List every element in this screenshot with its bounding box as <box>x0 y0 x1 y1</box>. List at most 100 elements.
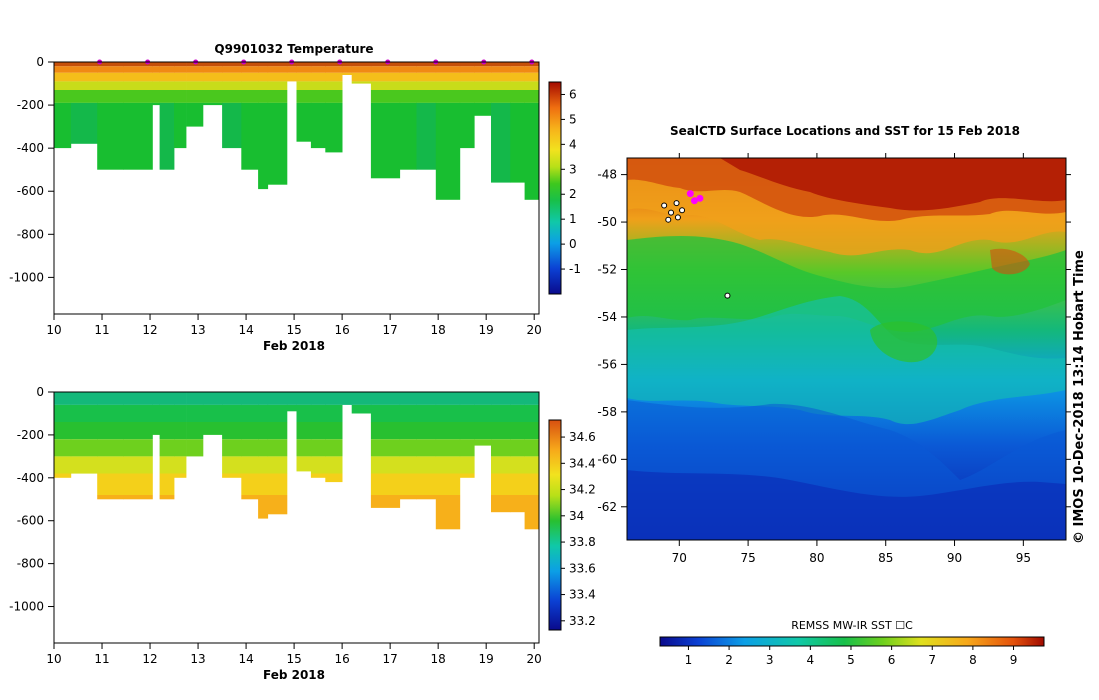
profile-cell <box>399 439 417 457</box>
profile-cell <box>459 404 475 423</box>
y-tick-label: -800 <box>17 227 44 241</box>
profile-cell <box>325 456 343 474</box>
profile-cell <box>97 439 124 457</box>
profile-cell <box>159 81 175 90</box>
profile-cell <box>416 72 437 82</box>
profile-cell <box>474 72 492 82</box>
profile-cell <box>174 66 187 73</box>
profile-cell <box>399 495 417 500</box>
profile-cell <box>258 422 269 440</box>
profile-cell <box>416 473 437 495</box>
profile-cell <box>491 102 511 183</box>
profile-cell <box>435 66 461 73</box>
profile-cell <box>474 66 492 73</box>
y-tick-label: -1000 <box>9 270 44 284</box>
profile-cell <box>159 62 175 67</box>
profile-cell <box>267 81 288 90</box>
profile-cell <box>524 90 540 103</box>
profile-cell <box>416 102 437 170</box>
profile-cell <box>325 404 343 423</box>
profile-cell <box>459 66 475 73</box>
x-tick-label: 11 <box>94 323 109 337</box>
profile-cell <box>202 404 223 423</box>
profile-cell <box>202 90 223 103</box>
profile-cell <box>474 422 492 440</box>
profile-cell <box>241 72 259 82</box>
profile-cell <box>474 392 492 405</box>
seal-location-point <box>668 209 675 216</box>
profile-cell <box>399 456 417 474</box>
profile-cell <box>54 422 72 440</box>
map-x-tick-label: 80 <box>809 551 824 565</box>
profile-cell <box>202 422 223 435</box>
map-y-tick-label: -52 <box>597 263 617 277</box>
profile-cell <box>267 456 288 474</box>
profile-cell <box>258 72 269 82</box>
profile-cell <box>222 102 242 149</box>
profile-cell <box>258 81 269 90</box>
profile-cell <box>97 404 124 423</box>
colorbar-tick-label: 33.4 <box>569 588 596 602</box>
profile-cell <box>435 62 461 67</box>
profile-cell <box>222 392 242 405</box>
profile-cell <box>222 90 242 103</box>
profile-cell <box>459 473 475 478</box>
profile-cell <box>152 81 160 90</box>
profile-cell <box>296 66 312 73</box>
profile-cell <box>342 66 353 73</box>
profile-cell <box>159 456 175 474</box>
profile-cell <box>152 422 160 435</box>
profile-cell <box>54 72 72 82</box>
profile-cell <box>54 473 72 478</box>
profile-cell <box>399 62 417 67</box>
profile-cell <box>399 404 417 423</box>
sst-colorbar-tick-label: 3 <box>766 653 774 667</box>
map-y-tick-label: -56 <box>597 357 617 371</box>
profile-cell <box>222 81 242 90</box>
profile-cell <box>54 456 72 474</box>
profile-cell <box>186 90 204 103</box>
profile-cell <box>202 62 223 67</box>
profile-cell <box>510 81 525 90</box>
profile-cell <box>159 422 175 440</box>
profile-cell <box>70 102 98 144</box>
profile-cell <box>370 81 401 90</box>
profile-cell <box>416 90 437 103</box>
sst-colorbar-tick-label: 5 <box>847 653 855 667</box>
profile-cell <box>351 72 372 82</box>
seal-location-point <box>674 214 681 221</box>
profile-cell <box>370 102 401 179</box>
profile-cell <box>70 62 98 67</box>
map-y-tick-label: -62 <box>597 500 617 514</box>
y-tick-label: -400 <box>17 471 44 485</box>
profile-cell <box>258 66 269 73</box>
profile-cell <box>267 495 288 515</box>
sst-colorbar-tick-label: 7 <box>928 653 936 667</box>
profile-cell <box>351 62 372 67</box>
profile-cell <box>174 90 187 103</box>
profile-cell <box>310 404 326 423</box>
profile-cell <box>97 422 124 440</box>
colorbar-tick-label: 3 <box>569 162 577 176</box>
profile-cell <box>310 72 326 82</box>
profile-cell <box>174 456 187 474</box>
x-tick-label: 17 <box>382 652 397 666</box>
profile-cell <box>416 495 437 500</box>
profile-cell <box>97 66 124 73</box>
profile-cell <box>325 102 343 153</box>
profile-cell <box>123 81 153 90</box>
profile-cell <box>325 66 343 73</box>
temperature-x-axis-label: Feb 2018 <box>263 339 325 353</box>
profile-cell <box>174 62 187 67</box>
profile-cell <box>202 66 223 73</box>
sst-colorbar-tick-label: 4 <box>807 653 815 667</box>
x-tick-label: 10 <box>46 652 61 666</box>
profile-cell <box>459 90 475 103</box>
profile-cell <box>416 66 437 73</box>
profile-cell <box>310 90 326 103</box>
y-tick-label: -400 <box>17 141 44 155</box>
sst-map-frame <box>626 157 1067 541</box>
profile-cell <box>186 81 204 90</box>
x-tick-label: 18 <box>431 323 446 337</box>
profile-cell <box>202 392 223 405</box>
